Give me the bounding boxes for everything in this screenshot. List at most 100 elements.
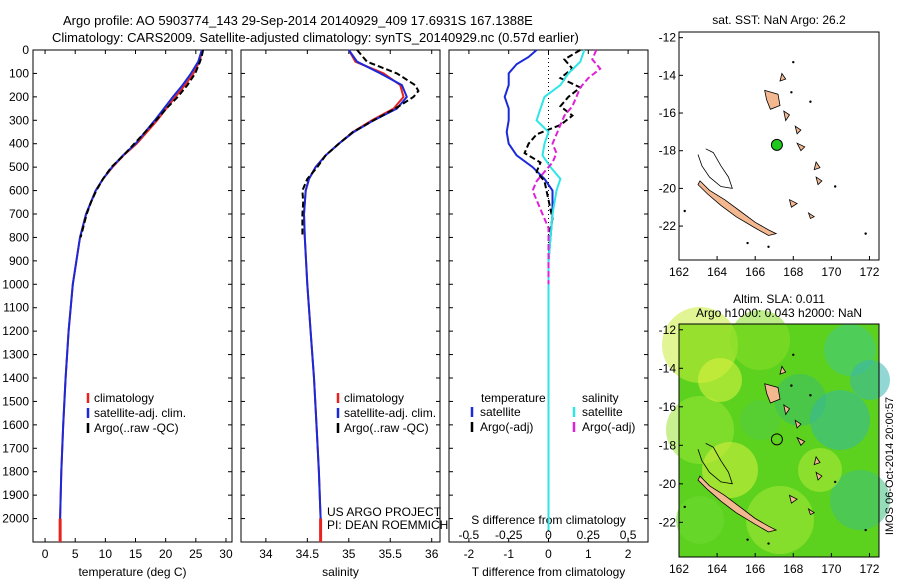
sst-map-xtick-label: 162 bbox=[669, 265, 689, 279]
difference-xtick-label: 2 bbox=[625, 547, 632, 561]
sla-map-reef-dot bbox=[833, 480, 837, 484]
depth-tick-label: 1000 bbox=[2, 277, 29, 291]
sla-field-patch bbox=[730, 310, 790, 370]
depth-tick-label: 500 bbox=[9, 160, 29, 174]
salinity-xlabel: salinity bbox=[322, 565, 359, 579]
sla-field-patch bbox=[810, 390, 870, 450]
depth-tick-label: 800 bbox=[9, 230, 29, 244]
sla-map-xtick-label: 164 bbox=[707, 562, 727, 576]
temperature-xtick-label: 20 bbox=[159, 547, 173, 561]
salinity-xtick-label: 34 bbox=[259, 547, 273, 561]
sla-map-island bbox=[697, 475, 778, 533]
sst-map-ytick-label: -14 bbox=[659, 68, 677, 82]
depth-tick-label: 1500 bbox=[2, 394, 29, 408]
sst-map-title: sat. SST: NaN Argo: 26.2 bbox=[712, 13, 846, 27]
salinity-diff-tick-label: 0 bbox=[545, 528, 552, 542]
sst-map-island bbox=[788, 198, 798, 208]
depth-tick-label: 100 bbox=[9, 66, 29, 80]
diff-legend-header-temperature: temperature bbox=[481, 391, 546, 405]
sla-map-ytick-label: -18 bbox=[659, 438, 677, 452]
salinity-diff-tick-label: 0.5 bbox=[620, 528, 637, 542]
sla-map-island bbox=[807, 507, 815, 516]
sla-map-xtick-label: 168 bbox=[783, 562, 803, 576]
diff-legend-label: satellite bbox=[582, 405, 623, 419]
sla-field-patch bbox=[698, 358, 742, 402]
depth-tick-label: 1400 bbox=[2, 371, 29, 385]
difference-xtick-label: -1 bbox=[503, 547, 514, 561]
argo-position-marker bbox=[770, 138, 783, 151]
salinity-diff-tick-label: -0.5 bbox=[459, 528, 480, 542]
sst-map-reef-dot bbox=[809, 100, 812, 103]
sla-map-island bbox=[794, 419, 802, 429]
figure-title-line1: Argo profile: AO 5903774_143 29-Sep-2014… bbox=[63, 13, 533, 28]
sla-map-island bbox=[796, 436, 806, 446]
sla-map-frame bbox=[678, 323, 880, 558]
sla-map-reef-dot bbox=[809, 394, 812, 397]
sst-map-island bbox=[815, 176, 823, 186]
temperature-plot-frame bbox=[32, 49, 233, 543]
temperature-xlabel: temperature (deg C) bbox=[78, 565, 186, 579]
sst-map-reef-dot bbox=[790, 91, 793, 94]
depth-tick-label: 1600 bbox=[2, 418, 29, 432]
difference-xtick-label: 1 bbox=[585, 547, 592, 561]
sla-field-patch bbox=[798, 448, 842, 492]
temperature-series-argo bbox=[79, 49, 205, 238]
diff-legend-label: Argo(-adj) bbox=[582, 420, 635, 434]
imos-timestamp-label: IMOS 06-Oct-2014 20:00:57 bbox=[884, 397, 896, 535]
salinity-diff-tick-label: 0.25 bbox=[577, 528, 601, 542]
salinity-legend-label: satellite-adj. clim. bbox=[344, 406, 436, 420]
sst-map-island bbox=[794, 125, 802, 135]
temperature-xtick-label: 15 bbox=[129, 547, 143, 561]
salinity-legend-label: climatology bbox=[344, 391, 404, 405]
sla-map-island bbox=[813, 455, 821, 466]
project-annotation: US ARGO PROJECT bbox=[327, 505, 442, 519]
difference-xtick-label: -2 bbox=[464, 547, 475, 561]
sst-map-island bbox=[796, 142, 806, 152]
depth-tick-label: 1700 bbox=[2, 441, 29, 455]
sst-map-xtick-label: 172 bbox=[859, 265, 879, 279]
temperature-legend-label: satellite-adj. clim. bbox=[94, 406, 186, 420]
sla-map-reef-dot bbox=[792, 353, 795, 357]
sla-map-reef-dot bbox=[746, 538, 749, 541]
sla-map-ytick-label: -20 bbox=[659, 477, 677, 491]
sst-map-ytick-label: -20 bbox=[659, 181, 677, 195]
sla-map-island bbox=[788, 494, 798, 504]
temperature-xtick-label: 10 bbox=[99, 547, 113, 561]
sst-map-ytick-label: -18 bbox=[659, 144, 677, 158]
difference-xtick-label: 0 bbox=[545, 547, 552, 561]
depth-tick-label: 1800 bbox=[2, 465, 29, 479]
sst-map-reef-outline bbox=[697, 148, 733, 189]
difference-xlabel: T difference from climatology bbox=[472, 565, 626, 579]
salinity-xtick-label: 34.5 bbox=[296, 547, 320, 561]
sst-map-xtick-label: 164 bbox=[707, 265, 727, 279]
salinity-xtick-label: 35 bbox=[342, 547, 356, 561]
figure-title-line2: Climatology: CARS2009. Satellite-adjuste… bbox=[52, 30, 579, 45]
difference-series-sal_argo bbox=[531, 49, 602, 285]
temperature-xtick-label: 5 bbox=[72, 547, 79, 561]
sst-map-ytick-label: -16 bbox=[659, 106, 677, 120]
sla-map-reef-dot bbox=[767, 542, 770, 545]
temperature-xtick-label: 25 bbox=[189, 547, 203, 561]
salinity-legend-label: Argo(..raw -QC) bbox=[344, 421, 429, 435]
salinity-diff-tick-label: -0.25 bbox=[495, 528, 523, 542]
sst-map-reef-dot bbox=[683, 209, 686, 213]
sla-map-ytick-label: -12 bbox=[659, 323, 677, 337]
sst-map-island bbox=[764, 89, 781, 110]
temperature-xtick-label: 30 bbox=[219, 547, 233, 561]
sst-map-frame bbox=[678, 31, 880, 261]
sst-map-island bbox=[807, 211, 816, 220]
sla-map-ytick-label: -14 bbox=[659, 361, 677, 375]
salinity-xtick-label: 35.5 bbox=[379, 547, 403, 561]
sla-map-xtick-label: 172 bbox=[859, 562, 879, 576]
sst-map-island bbox=[697, 180, 778, 236]
temperature-legend-label: Argo(..raw -QC) bbox=[94, 421, 179, 435]
depth-tick-label: 600 bbox=[9, 184, 29, 198]
sst-map-island bbox=[783, 110, 791, 122]
sla-map-xtick-label: 162 bbox=[669, 562, 689, 576]
sst-map-xtick-label: 166 bbox=[745, 265, 765, 279]
sst-map-ytick-label: -12 bbox=[659, 31, 677, 45]
sst-map-island bbox=[779, 72, 787, 82]
diff-legend-label: Argo(-adj) bbox=[480, 420, 533, 434]
depth-tick-label: 900 bbox=[9, 254, 29, 268]
salinity-plot-frame bbox=[240, 49, 441, 543]
